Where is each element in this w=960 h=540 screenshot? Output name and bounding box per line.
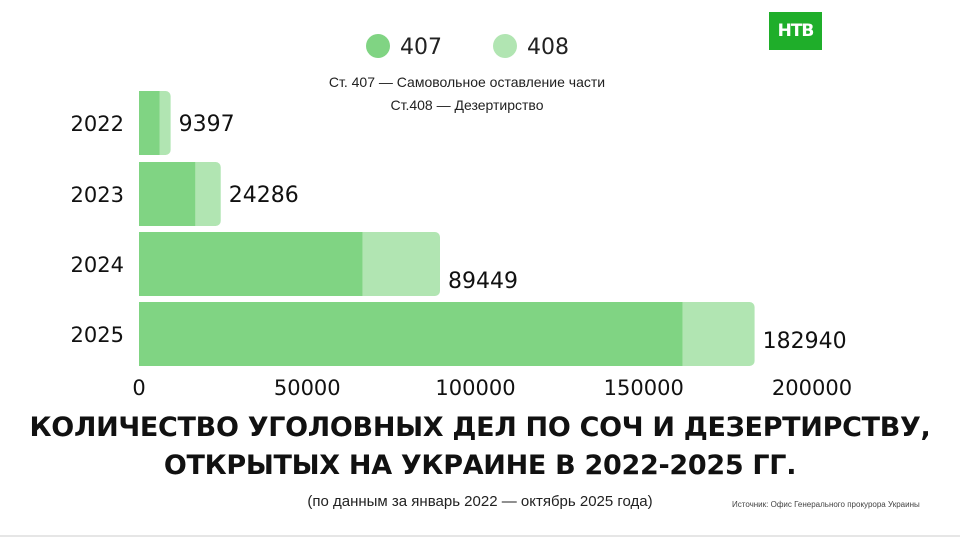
legend-note-407: Ст. 407 — Самовольное оставление части — [328, 74, 606, 90]
year-label-2025: 2025 — [71, 323, 124, 347]
x-tick-100000: 100000 — [435, 376, 515, 400]
total-label-2022: 9397 — [179, 112, 235, 137]
ntv-logo: НТВ — [769, 12, 822, 50]
period-note: (по данным за январь 2022 — октябрь 2025… — [307, 493, 653, 510]
bar-407-2025 — [139, 302, 683, 366]
x-tick-150000: 150000 — [604, 376, 684, 400]
chart-title-line-1: КОЛИЧЕСТВО УГОЛОВНЫХ ДЕЛ ПО СОЧ И ДЕЗЕРТ… — [29, 412, 931, 443]
legend-swatch-408 — [493, 34, 517, 58]
x-tick-0: 0 — [132, 376, 145, 400]
year-label-2022: 2022 — [71, 112, 124, 136]
x-tick-200000: 200000 — [772, 376, 852, 400]
chart-title-line-2: ОТКРЫТЫХ НА УКРАИНЕ В 2022-2025 ГГ. — [163, 450, 797, 481]
legend-label-408: 408 — [527, 35, 569, 60]
bar-407-2023 — [139, 162, 196, 226]
legend-swatch-407 — [366, 34, 390, 58]
bar-407-2024 — [139, 232, 363, 296]
x-tick-50000: 50000 — [274, 376, 341, 400]
source-note: Источник: Офис Генерального прокурора Ук… — [732, 500, 920, 509]
year-label-2023: 2023 — [71, 183, 124, 207]
divider — [0, 535, 960, 537]
total-label-2024: 89449 — [448, 269, 518, 294]
total-label-2025: 182940 — [763, 329, 847, 354]
year-label-2024: 2024 — [71, 253, 124, 277]
legend-note-408: Ст.408 — Дезертирство — [390, 97, 544, 113]
legend-label-407: 407 — [400, 35, 442, 60]
total-label-2023: 24286 — [229, 183, 299, 208]
bar-407-2022 — [139, 91, 160, 155]
